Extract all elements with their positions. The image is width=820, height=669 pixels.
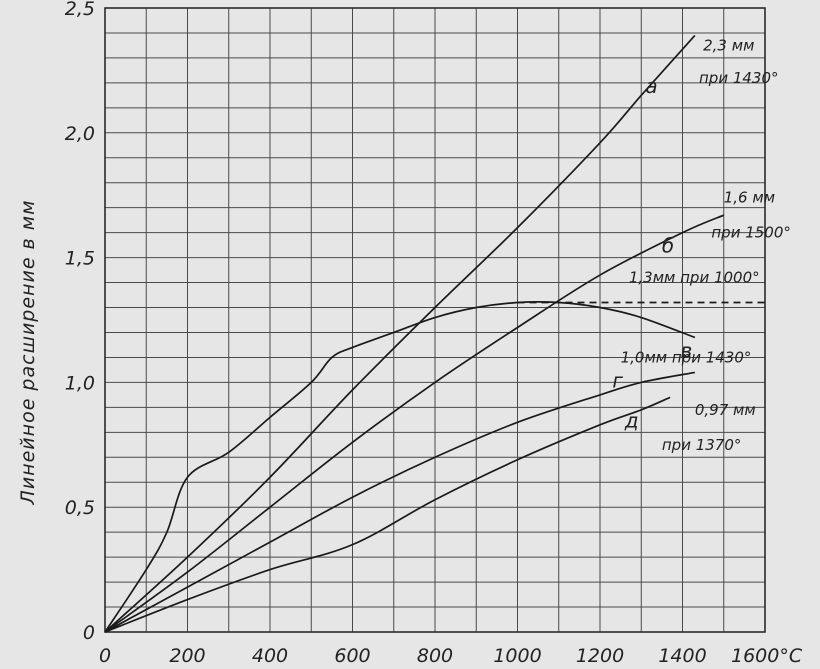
x-tick-label: 1400 xyxy=(658,645,706,667)
series-line-а xyxy=(104,34,696,633)
curve-letters: а б в гд xyxy=(612,74,692,432)
annotation-label: при 1500° xyxy=(711,224,791,242)
y-tick-label: 1,5 xyxy=(65,248,95,270)
y-tick-label: 2,5 xyxy=(65,0,95,20)
curve-label: д xyxy=(624,408,639,432)
series-line-б xyxy=(104,214,725,633)
annotation-label: 0,97 мм xyxy=(695,401,756,419)
y-tick-label: 2,0 xyxy=(65,123,95,145)
grid xyxy=(104,7,766,633)
curve-label: в xyxy=(680,338,692,362)
annotation-label: 1,0мм при 1430° xyxy=(621,348,752,366)
y-axis-label: Линейное расширение в мм xyxy=(17,200,39,506)
annotation-label: при 1430° xyxy=(699,69,779,87)
x-tick-label: 1600°С xyxy=(731,645,803,667)
series-group xyxy=(104,34,765,633)
series-line-г xyxy=(104,371,696,633)
series-line-д xyxy=(104,396,671,633)
x-tick-labels: 0 200 400 600 800 1000 1200 1400 1600°С xyxy=(99,645,803,667)
x-tick-label: 400 xyxy=(252,645,288,667)
y-tick-label: 1,0 xyxy=(65,372,95,394)
series-line-в xyxy=(104,301,696,633)
x-tick-label: 1000 xyxy=(493,645,541,667)
x-tick-label: 200 xyxy=(169,645,205,667)
plot-frame xyxy=(104,7,766,633)
annotation-label: 1,6 мм xyxy=(724,189,775,207)
x-tick-label: 0 xyxy=(99,645,111,667)
annotations: 2,3 мм при 1430° 1,6 мм при 1500° 1,3мм при … xyxy=(621,36,791,453)
curve-label: г xyxy=(612,368,623,392)
x-tick-label: 600 xyxy=(334,645,370,667)
y-tick-label: 0,5 xyxy=(65,497,95,519)
x-tick-label: 1200 xyxy=(576,645,624,667)
curve-label: а xyxy=(645,74,657,98)
y-tick-label: 0 xyxy=(83,622,95,644)
y-tick-labels: 0 0,5 1,0 1,5 2,0 2,5 xyxy=(65,0,95,644)
x-tick-label: 800 xyxy=(417,645,453,667)
annotation-label: 2,3 мм xyxy=(703,36,754,54)
annotation-label: при 1370° xyxy=(662,436,742,454)
curve-label: б xyxy=(662,234,674,258)
annotation-label: 1,3мм при 1000° xyxy=(629,269,760,287)
